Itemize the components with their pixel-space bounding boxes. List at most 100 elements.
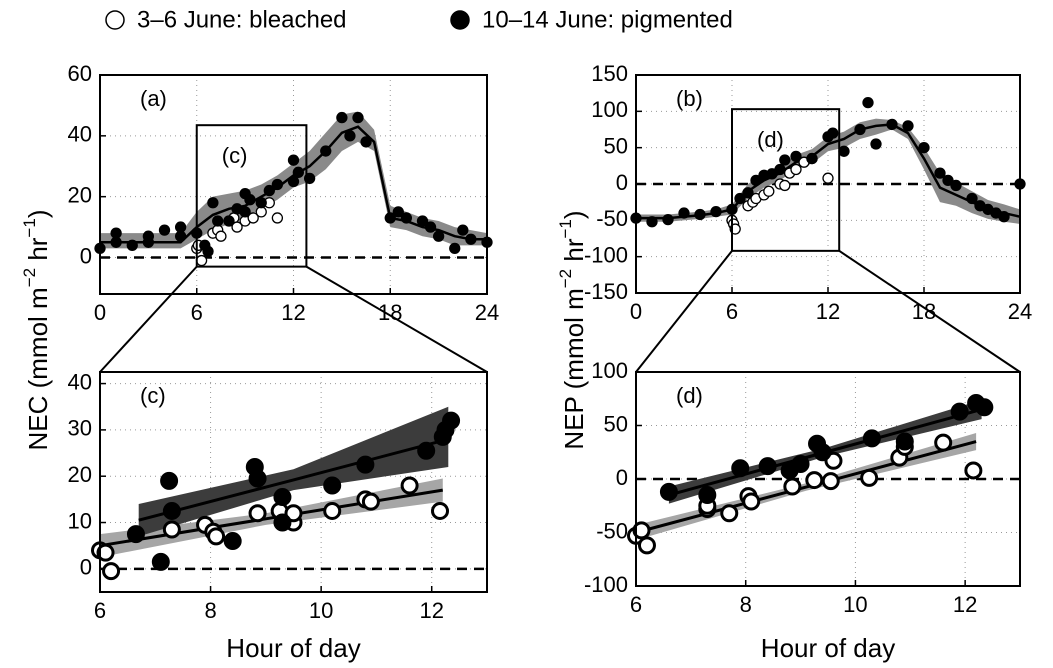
data-point (860, 468, 879, 487)
data-point (662, 213, 674, 226)
data-point (779, 154, 791, 166)
data-point (255, 197, 267, 209)
data-point (431, 501, 450, 520)
data-point (323, 476, 342, 495)
data-point (244, 194, 256, 206)
data-point (202, 245, 214, 258)
data-point (791, 455, 810, 474)
y-tick-label: 20 (68, 182, 92, 207)
data-point (292, 166, 304, 178)
y-axis-label-part: NEP (mmol m (559, 288, 589, 449)
data-point (287, 175, 300, 188)
x-tick-label: 0 (630, 299, 642, 324)
data-point (698, 486, 717, 505)
y-tick-label: 60 (68, 61, 92, 86)
zoom-connector (635, 250, 733, 373)
data-point (336, 111, 348, 124)
data-point (320, 145, 332, 157)
data-point (158, 224, 171, 236)
data-point (659, 482, 678, 501)
x-tick-label: 10 (843, 592, 867, 617)
data-point (215, 230, 227, 242)
data-point (742, 187, 754, 199)
data-point (356, 455, 375, 474)
data-point (223, 532, 242, 551)
y-tick-label: 150 (591, 61, 628, 86)
data-point (966, 192, 978, 205)
zoom-connector (305, 265, 488, 373)
data-point (950, 402, 969, 421)
data-point (400, 476, 419, 495)
y-tick-label: 30 (68, 416, 92, 441)
data-point (195, 254, 208, 267)
data-point (102, 562, 121, 581)
fit-line (99, 488, 444, 548)
y-tick-label: -50 (596, 518, 628, 543)
data-point (323, 501, 342, 520)
data-point (886, 118, 898, 131)
data-point (838, 145, 850, 157)
data-point (151, 552, 170, 571)
y-axis-label-part: hr (23, 237, 53, 268)
data-point (862, 96, 874, 109)
y-axis-label-part: −1 (556, 219, 575, 238)
data-point (162, 501, 181, 520)
fit-line (138, 437, 449, 522)
x-tick-label: 12 (281, 300, 305, 325)
x-axis-label: Hour of day (761, 633, 895, 663)
data-point (360, 136, 372, 148)
data-point (442, 411, 461, 430)
y-axis-label-part: NEC (mmol m (23, 287, 53, 450)
data-point (964, 461, 983, 480)
data-point (142, 236, 155, 248)
data-point (632, 521, 651, 540)
data-point (263, 184, 275, 197)
data-point (160, 471, 179, 490)
data-point (174, 230, 187, 242)
confidence-band (138, 406, 449, 537)
x-tick-label: 24 (1008, 299, 1032, 324)
data-point (790, 150, 802, 163)
data-point (822, 172, 834, 184)
zoom-box-label: (c) (222, 143, 248, 168)
data-point (271, 178, 284, 191)
plot-frame (635, 371, 1021, 587)
data-point (854, 123, 866, 136)
data-point (126, 239, 138, 251)
data-point (400, 212, 413, 224)
y-axis-label: NEP (mmol m−2 hr−1) (556, 210, 589, 449)
data-point (392, 206, 404, 218)
panel-label: (c) (140, 383, 166, 408)
plot-frame (635, 74, 1021, 294)
data-point (646, 216, 658, 228)
data-point (950, 179, 962, 192)
fit-line (635, 440, 977, 534)
data-point (827, 127, 839, 139)
plot-frame (99, 371, 488, 593)
data-point (465, 233, 477, 245)
y-tick-label: 0 (616, 465, 628, 490)
x-axis-label: Hour of day (226, 633, 360, 663)
y-axis-label-part: −2 (556, 269, 575, 288)
data-point (126, 525, 145, 544)
x-tick-label: 12 (953, 592, 977, 617)
data-point (449, 242, 461, 255)
data-point (742, 492, 761, 511)
data-point (895, 432, 914, 451)
x-tick-label: 6 (630, 592, 642, 617)
data-point (287, 154, 300, 166)
x-tick-label: 12 (816, 299, 840, 324)
data-point (96, 543, 115, 562)
x-tick-label: 24 (475, 300, 499, 325)
data-point (783, 477, 802, 496)
data-point (248, 504, 267, 523)
data-point (694, 208, 706, 221)
y-tick-label: 10 (68, 508, 92, 533)
legend-label: 3–6 June: bleached (137, 6, 347, 33)
data-point (416, 215, 429, 227)
data-point (284, 504, 303, 523)
y-tick-label: 50 (604, 133, 628, 158)
zoom-box (731, 108, 841, 252)
plot-frame (99, 74, 488, 295)
